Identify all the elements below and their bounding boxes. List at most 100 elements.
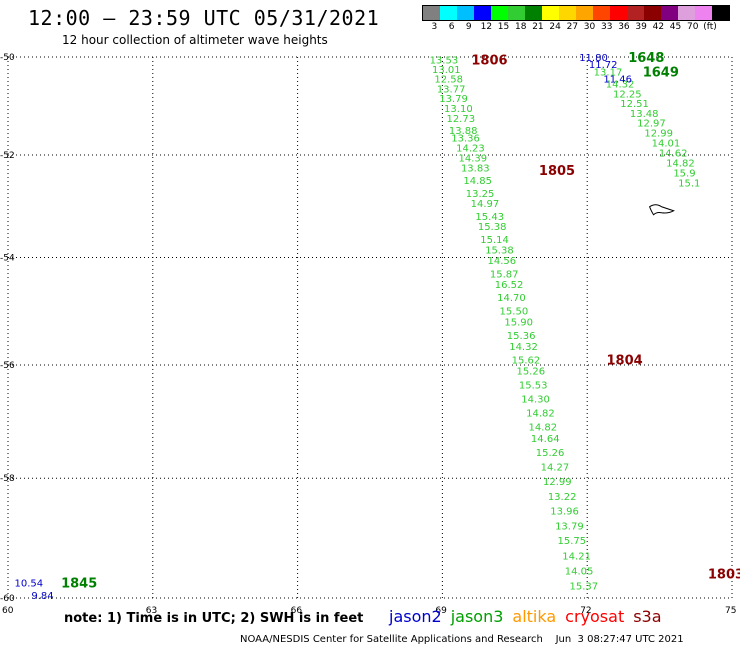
colorbar-swatch: [610, 6, 627, 20]
wave-height-point: 15.90: [504, 317, 533, 328]
wave-height-point: 12.51: [620, 99, 649, 110]
colorbar-label: 70: [687, 22, 699, 32]
wave-height-point: 15.26: [516, 367, 545, 378]
wave-height-point: 13.10: [444, 104, 473, 115]
wave-height-point: 14.39: [459, 154, 488, 165]
colorbar-label: (ft): [703, 22, 717, 32]
wave-height-point: 15.38: [478, 222, 507, 233]
x-tick-label: 60: [2, 606, 14, 616]
time-label: 1845: [61, 577, 97, 592]
wave-height-point: 9.84: [31, 591, 53, 602]
legend-s3a: s3a: [633, 607, 662, 626]
colorbar-label: 15: [497, 22, 510, 32]
wave-height-point: 12.99: [644, 129, 673, 140]
legend-cryosat: cryosat: [565, 607, 625, 626]
wave-height-point: 15.75: [557, 536, 586, 547]
y-tick-label: -58: [0, 474, 15, 484]
colorbar-swatch: [542, 6, 559, 20]
wave-height-point: 14.62: [659, 148, 688, 159]
wave-height-point: 15.50: [500, 307, 529, 318]
colorbar-swatch: [678, 6, 695, 20]
x-tick-label: 75: [725, 606, 736, 616]
wave-height-point: 15.43: [475, 212, 504, 223]
y-tick-label: -52: [0, 151, 15, 161]
colorbar-label: 45: [669, 22, 682, 32]
colorbar-label: 3: [431, 22, 438, 32]
wave-height-point: 11.80: [579, 53, 608, 64]
wave-height-point: 13.25: [466, 189, 495, 200]
colorbar-label: 33: [601, 22, 613, 32]
colorbar-swatch: [525, 6, 542, 20]
wave-height-point: 13.36: [451, 134, 480, 145]
wave-height-point: 14.56: [487, 256, 516, 267]
wave-height-point: 13.22: [548, 492, 577, 503]
wave-height-point: 15.26: [536, 448, 565, 459]
x-tick-label: 63: [146, 606, 157, 616]
wave-height-point: 16.52: [495, 280, 524, 291]
colorbar-label: 6: [448, 22, 455, 32]
wave-height-point: 14.82: [529, 423, 558, 434]
colorbar-label: 27: [566, 22, 579, 32]
wave-height-point: 12.97: [637, 119, 666, 130]
wave-height-point: 12.73: [446, 114, 475, 125]
time-label: 1803: [708, 567, 740, 582]
colorbar-swatch: [576, 6, 593, 20]
wave-height-point: 15.36: [507, 331, 536, 342]
colorbar-label: 18: [515, 22, 527, 32]
island-shape: [648, 204, 675, 216]
time-label: 1806: [471, 53, 507, 68]
wave-height-point: 14.82: [666, 159, 695, 170]
colorbar-swatch: [661, 6, 678, 20]
colorbar-swatch: [423, 6, 440, 20]
colorbar-swatch: [559, 6, 576, 20]
wave-height-point: 15.37: [570, 582, 599, 593]
colorbar-swatch: [593, 6, 610, 20]
time-label: 1805: [539, 164, 575, 179]
colorbar-label: 36: [618, 22, 630, 32]
wave-height-point: 14.97: [471, 199, 500, 210]
colorbar-label: 39: [635, 22, 647, 32]
y-tick-label: -60: [0, 594, 15, 604]
colorbar-labels: 3 6 9 12 15 18 21 24 27 30 33 36 39 42 45 70 (ft): [422, 22, 740, 34]
page-subtitle: 12 hour collection of altimeter wave hei…: [62, 33, 328, 47]
wave-height-point: 15.1: [678, 179, 700, 190]
x-tick-label: 72: [580, 606, 591, 616]
wave-height-point: 14.05: [565, 566, 594, 577]
wave-height-point: 14.64: [531, 434, 560, 445]
colorbar-swatch: [712, 6, 729, 20]
wave-height-point: 14.82: [526, 408, 555, 419]
x-tick-label: 66: [291, 606, 303, 616]
colorbar-label: 24: [549, 22, 561, 32]
colorbar-swatch: [457, 6, 474, 20]
wave-height-point: 13.53: [430, 55, 459, 66]
wave-height-point: 13.77: [437, 84, 466, 95]
colorbar-swatch: [695, 6, 712, 20]
wave-height-point: 10.54: [14, 579, 43, 590]
wave-height-point: 14.21: [562, 551, 591, 562]
page-title: 12:00 – 23:59 UTC 05/31/2021: [28, 6, 380, 30]
wave-height-point: 15.14: [480, 235, 509, 246]
wave-height-point: 12.99: [543, 477, 572, 488]
wave-height-point: 14.70: [497, 293, 526, 304]
colorbar-label: 30: [583, 22, 596, 32]
footer-note: note: 1) Time is in UTC; 2) SWH is in fe…: [64, 611, 364, 626]
wave-height-point: 13.01: [432, 65, 461, 76]
colorbar-label: 42: [652, 22, 665, 32]
colorbar-swatch: [491, 6, 508, 20]
y-tick-label: -54: [0, 253, 15, 263]
colorbar-label: 12: [480, 22, 493, 32]
time-label: 1648: [628, 51, 664, 66]
wave-height-point: 15.87: [490, 269, 519, 280]
island-outline: [648, 204, 675, 216]
wave-height-point: 11.72: [589, 60, 618, 71]
wave-height-point: 14.32: [509, 342, 538, 353]
time-label: 1649: [643, 65, 679, 80]
legend-jason3: jason3: [450, 607, 504, 626]
wave-height-point: 13.83: [461, 164, 490, 175]
wave-height-point: 13.96: [550, 506, 579, 517]
wave-height-point: 14.01: [652, 139, 681, 150]
wave-height-point: 14.27: [541, 463, 570, 474]
wave-height-point: 14.32: [606, 80, 635, 91]
